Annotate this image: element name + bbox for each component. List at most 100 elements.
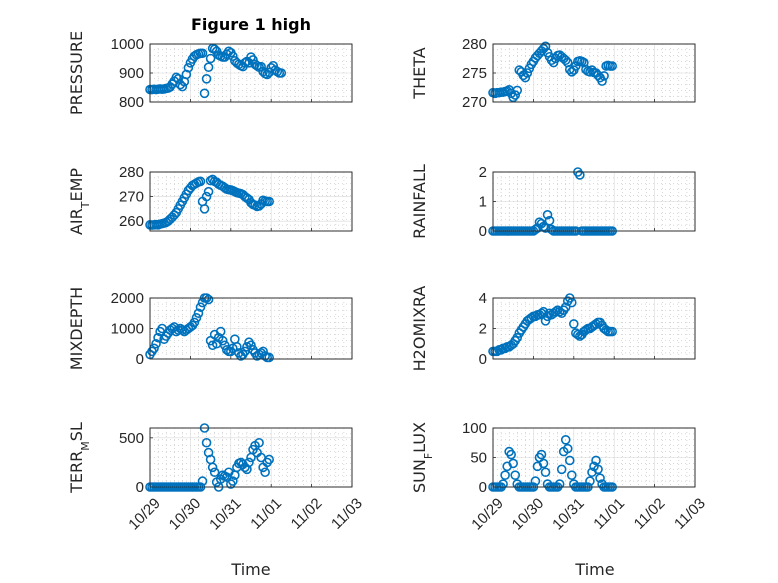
data-point	[177, 325, 188, 335]
data-point	[540, 223, 551, 233]
y-axis-label: PRESSURE	[67, 31, 86, 115]
x-tick-label: 11/01	[590, 495, 628, 533]
data-point	[246, 340, 256, 351]
data-point	[199, 88, 210, 99]
y-tick-label: 270	[462, 94, 487, 111]
x-tick-label: 10/30	[166, 495, 205, 534]
data-point	[240, 58, 250, 68]
data-point	[538, 458, 549, 469]
data-point	[568, 319, 579, 329]
data-point	[201, 191, 212, 202]
data-point	[585, 476, 595, 486]
data-point	[562, 443, 573, 454]
y-tick-label: 0	[479, 223, 487, 240]
subplot-sun-flux: 0 50 100 SUNFLUX 10/29 10/30 10/31 11/01 11/02 11…	[410, 420, 709, 533]
y-tick-label: 275	[462, 65, 487, 82]
data-point	[538, 221, 549, 232]
data-point	[171, 72, 182, 83]
data-point	[197, 48, 208, 59]
y-tick-label: 260	[119, 213, 144, 230]
data-point	[276, 68, 287, 78]
y-tick-label: 2	[479, 321, 487, 338]
data-point	[264, 454, 274, 465]
data-point	[264, 352, 274, 363]
figure-title: Figure 1 high	[191, 15, 311, 34]
data-point	[228, 476, 238, 486]
data-point	[215, 326, 226, 337]
y-tick-label: 2	[479, 164, 487, 181]
data-point	[205, 53, 216, 64]
x-tick-label: 10/30	[509, 495, 548, 534]
data-point	[203, 186, 214, 197]
x-tick-label: 10/31	[549, 495, 588, 534]
y-tick-label: 50	[470, 450, 487, 467]
y-tick-label: 270	[119, 189, 144, 206]
plot-frame	[149, 171, 353, 232]
data-point	[560, 55, 571, 66]
subplot-h2omixra: 0 2 4 H2OMIXRA	[410, 286, 696, 372]
data-point	[566, 470, 577, 481]
plot-frame	[492, 43, 696, 103]
y-axis-label: TERRMSL	[67, 422, 92, 494]
x-tick-label: 11/03	[671, 495, 709, 533]
y-tick-label: 280	[119, 164, 144, 181]
data-point	[264, 196, 274, 207]
data-point	[554, 479, 565, 489]
y-tick-label: 4	[479, 290, 487, 307]
plot-frame	[492, 297, 696, 360]
data-point	[260, 467, 270, 478]
y-tick-label: 800	[119, 94, 144, 111]
data-point	[244, 457, 254, 468]
data-point	[530, 476, 541, 486]
data-point	[540, 41, 551, 52]
y-axis-label: AIRTEMP	[67, 168, 92, 235]
x-tick-label: 11/02	[288, 495, 326, 533]
data-point	[207, 462, 218, 473]
y-axis-label: MIXDEPTH	[67, 287, 86, 370]
x-tick-label: 11/03	[328, 495, 366, 533]
data-point	[151, 338, 161, 349]
data-point	[191, 313, 202, 323]
y-tick-label: 0	[136, 351, 144, 368]
subplot-rainfall: 0 1 2 RAINFALL	[410, 164, 696, 240]
data-point	[585, 67, 595, 77]
data-point	[508, 458, 519, 469]
data-point	[256, 61, 266, 72]
x-tick-label: 11/01	[247, 495, 285, 533]
data-point	[203, 62, 214, 72]
data-point	[560, 302, 571, 312]
x-tick-label: 10/29	[468, 495, 507, 534]
subplot-mixdepth: 0 1000 2000 MIXDEPTH	[67, 287, 353, 370]
plot-frame	[492, 427, 696, 488]
data-point	[193, 308, 204, 319]
x-tick-label: 10/29	[125, 495, 164, 534]
y-axis-label: H2OMIXRA	[410, 286, 429, 372]
data-point	[500, 470, 510, 481]
plot-frame	[149, 43, 353, 103]
y-tick-label: 280	[462, 36, 487, 53]
data-point	[544, 215, 555, 226]
data-point	[530, 224, 541, 235]
data-point	[203, 294, 214, 305]
data-point	[209, 467, 220, 478]
data-point	[536, 449, 547, 460]
data-point	[591, 455, 601, 466]
data-point	[566, 297, 577, 308]
plot-frame	[149, 427, 353, 488]
data-point	[508, 92, 519, 103]
data-point	[512, 332, 523, 343]
data-point	[177, 81, 188, 92]
data-point	[201, 74, 212, 84]
y-axis-label: THETA	[410, 47, 429, 99]
data-point	[542, 209, 553, 220]
y-tick-label: 0	[479, 351, 487, 368]
y-tick-label: 1000	[111, 36, 144, 53]
data-point	[183, 62, 194, 73]
data-point	[201, 437, 212, 448]
data-point	[189, 317, 200, 328]
data-point	[564, 455, 575, 466]
subplot-air-temp: 260 270 280 AIRTEMP	[67, 164, 353, 235]
data-point	[593, 464, 603, 475]
